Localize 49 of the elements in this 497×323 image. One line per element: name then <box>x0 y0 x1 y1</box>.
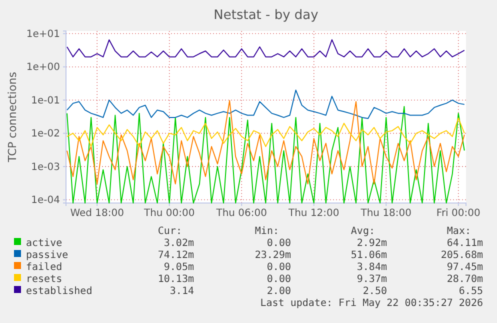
x-tick-label: Thu 06:00 <box>215 208 268 220</box>
legend-label: passive <box>26 250 68 261</box>
text: 0.00 <box>266 238 291 249</box>
text: 23.29m <box>254 250 291 261</box>
chart-title: Netstat - by day <box>214 8 319 23</box>
text: 0.00 <box>266 274 291 285</box>
text: Avg: <box>350 226 375 237</box>
y-tick-label: 1e+00 <box>26 62 60 74</box>
line-series <box>66 100 465 184</box>
x-tick-label: Thu 12:00 <box>287 208 340 220</box>
x-tick-label: Thu 18:00 <box>360 208 412 220</box>
line-series <box>66 106 465 204</box>
y-tick-label: 1e-02 <box>31 128 60 140</box>
text: 10.13m <box>158 274 194 285</box>
text: 6.55 <box>458 286 483 297</box>
text: Cur: <box>158 226 182 237</box>
text: 64.11m <box>446 238 483 249</box>
text: Min: <box>254 226 279 237</box>
text: 2.00 <box>266 286 291 297</box>
text: Max: <box>446 226 471 237</box>
text: 28.70m <box>446 274 483 285</box>
line-series <box>66 90 465 119</box>
text: 3.84m <box>356 262 387 273</box>
text: 97.45m <box>446 262 483 273</box>
y-tick-label: 1e-01 <box>31 95 60 106</box>
text: 9.05m <box>164 262 194 273</box>
legend-label: resets <box>26 274 62 285</box>
text: 3.14 <box>170 286 194 297</box>
line-series <box>66 39 465 58</box>
x-tick-label: Wed 18:00 <box>70 208 124 220</box>
text: 2.50 <box>362 286 387 297</box>
y-tick-label: 1e-04 <box>31 194 60 206</box>
text: 3.02m <box>164 238 194 249</box>
text: 74.12m <box>158 250 194 261</box>
legend-label: active <box>26 238 62 249</box>
text: 51.06m <box>350 250 387 261</box>
text: 9.37m <box>356 274 387 285</box>
text: 0.00 <box>266 262 291 273</box>
x-tick-label: Fri 00:00 <box>436 208 480 220</box>
legend-label: failed <box>26 262 62 273</box>
text: 205.68m <box>440 250 483 261</box>
text: Last update: Fri May 22 00:35:27 2026 <box>260 298 483 309</box>
y-axis-title: TCP connections <box>6 72 19 164</box>
legend-label: established <box>26 286 92 297</box>
x-tick-label: Thu 00:00 <box>142 208 195 220</box>
line-series <box>66 118 465 148</box>
text: 2.92m <box>356 238 387 249</box>
y-tick-label: 1e-03 <box>31 162 60 173</box>
y-tick-label: 1e+01 <box>26 28 60 40</box>
